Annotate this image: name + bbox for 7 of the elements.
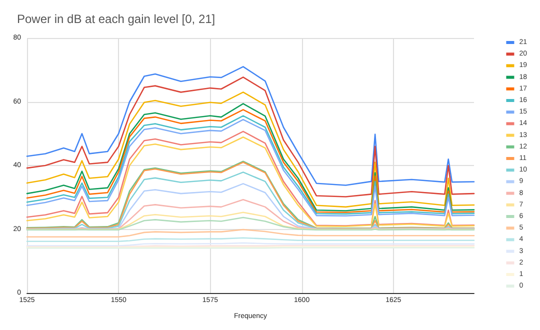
line-series: [26, 228, 475, 238]
line-series: [26, 76, 475, 198]
line-series: [26, 66, 475, 186]
line-series: [26, 216, 475, 231]
line-series: [26, 172, 475, 230]
line-series: [26, 198, 475, 230]
chart-title: Power in dB at each gain level [0, 21]: [17, 12, 216, 26]
